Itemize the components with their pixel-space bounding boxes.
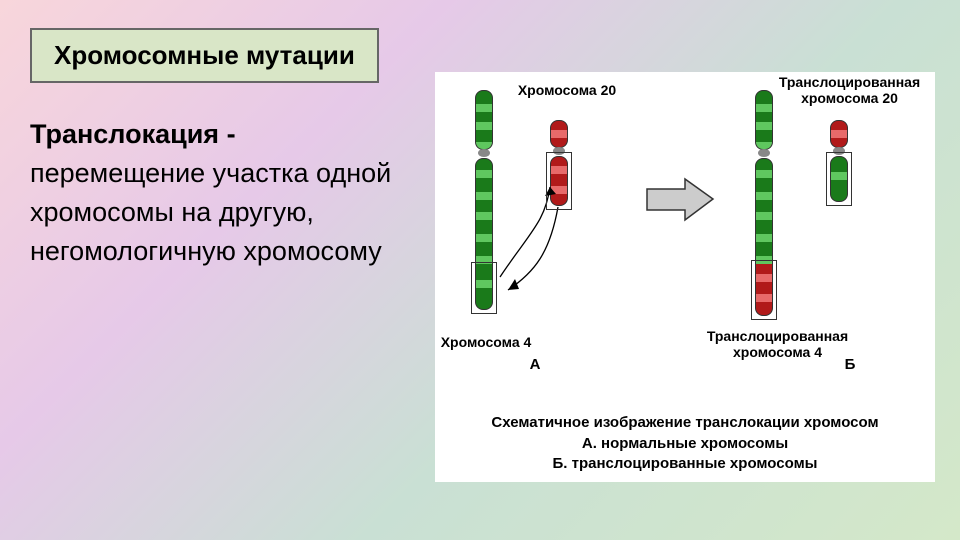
annotation-box xyxy=(751,260,777,320)
title-text: Хромосомные мутации xyxy=(54,40,355,70)
label-chr4: Хромосома 4 xyxy=(431,334,541,350)
big-arrow-icon xyxy=(645,177,715,222)
caption-line1: Схематичное изображение транслокации хро… xyxy=(435,413,935,433)
diagram-caption: Схематичное изображение транслокации хро… xyxy=(435,413,935,474)
annotation-box xyxy=(826,152,852,206)
definition-term: Транслокация - xyxy=(30,119,236,149)
definition-body: перемещение участка одной хромосомы на д… xyxy=(30,158,391,266)
label-panel-a: А xyxy=(525,356,545,373)
label-trans20: Транслоцированная хромосома 20 xyxy=(767,74,932,106)
annotation-box xyxy=(471,262,497,314)
label-trans4: Транслоцированная хромосома 4 xyxy=(695,328,860,360)
caption-line3: Б. транслоцированные хромосомы xyxy=(435,454,935,474)
caption-line2: А. нормальные хромосомы xyxy=(435,434,935,454)
definition-block: Транслокация - перемещение участка одной… xyxy=(30,115,410,272)
diagram-area: Хромосома 20 Хромосома 4 Транслоцированн… xyxy=(435,72,935,482)
title-box: Хромосомные мутации xyxy=(30,28,379,83)
label-chr20: Хромосома 20 xyxy=(507,82,627,98)
label-panel-b: Б xyxy=(840,356,860,373)
annotation-box xyxy=(546,152,572,210)
